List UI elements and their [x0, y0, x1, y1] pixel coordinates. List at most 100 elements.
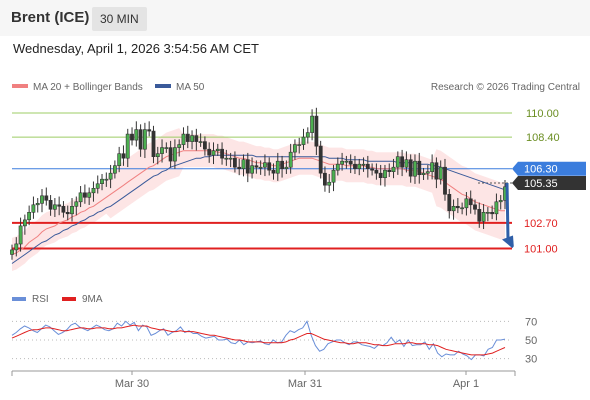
price-legend: MA 20 + Bollinger Bands MA 50 Research ©… — [12, 82, 580, 93]
candle — [198, 133, 203, 147]
candle — [27, 205, 32, 226]
time-tick-label: Mar 30 — [115, 378, 149, 390]
candle — [413, 154, 417, 184]
candle — [65, 205, 70, 221]
level-value: 110.00 — [526, 108, 559, 120]
time-tick-label: Apr 1 — [453, 378, 479, 390]
candle — [215, 143, 220, 156]
candle — [477, 202, 482, 228]
candle — [473, 199, 477, 215]
candle — [447, 189, 452, 219]
ma20-legend-swatch — [12, 84, 28, 88]
candle — [138, 124, 143, 157]
level-label-pivot: 106.30 — [512, 161, 586, 176]
candle — [383, 164, 387, 187]
candle — [211, 142, 216, 165]
chart-header: Brent (ICE) 30 MIN — [0, 0, 590, 36]
candle — [48, 195, 53, 216]
candle — [61, 201, 66, 218]
candle — [190, 130, 195, 150]
candle — [280, 155, 285, 178]
candle — [271, 163, 276, 180]
candle — [327, 173, 332, 193]
candle — [104, 172, 109, 187]
candle — [455, 198, 460, 214]
candle — [395, 151, 400, 175]
candle — [430, 154, 435, 180]
candle — [117, 146, 122, 173]
candle — [318, 140, 323, 179]
candle — [288, 143, 293, 174]
candle — [224, 149, 229, 166]
candle — [434, 157, 439, 189]
candle — [297, 137, 302, 154]
candle — [70, 198, 74, 222]
candle — [207, 142, 212, 163]
candle — [292, 139, 297, 160]
rsi-legend: RSI 9MA — [12, 294, 103, 305]
candle — [378, 164, 383, 186]
candle — [147, 121, 152, 137]
candle — [22, 214, 27, 235]
candle — [438, 160, 443, 185]
candle — [100, 173, 104, 191]
candle — [14, 237, 19, 257]
candle — [108, 164, 113, 189]
candle — [344, 155, 349, 169]
level-value: 108.40 — [526, 132, 560, 144]
candle — [387, 163, 392, 177]
candle — [185, 125, 190, 149]
candle — [173, 139, 177, 169]
candle — [151, 125, 156, 164]
candle — [130, 127, 134, 146]
candle — [44, 187, 49, 206]
candle — [31, 196, 36, 219]
candle — [155, 146, 160, 165]
candle — [400, 149, 405, 177]
ma50-line — [11, 154, 506, 264]
candle — [18, 217, 23, 252]
rsi-legend-swatch — [12, 297, 26, 301]
candle — [425, 164, 430, 180]
candle — [468, 190, 473, 214]
level-label-support: 102.70 — [512, 215, 586, 230]
candle — [168, 140, 173, 168]
level-label-resistance: 108.40 — [526, 132, 560, 144]
candle — [460, 202, 465, 215]
forecast-arrow-head — [502, 235, 514, 250]
candle — [83, 184, 87, 204]
candle — [258, 160, 263, 175]
forecast-arrow — [505, 182, 510, 240]
ma50-legend-swatch — [155, 84, 171, 88]
level-value: 105.35 — [524, 178, 558, 190]
rsi-line — [11, 320, 506, 361]
candle — [241, 154, 246, 177]
instrument-title: Brent (ICE) — [11, 9, 90, 26]
bollinger-band — [12, 128, 505, 271]
candle — [301, 128, 306, 150]
candle — [370, 163, 375, 176]
level-label-last: 105.35 — [512, 176, 586, 190]
candle — [374, 163, 379, 180]
candle — [275, 152, 280, 181]
candle — [404, 151, 409, 173]
candle — [113, 160, 117, 179]
candle — [40, 189, 44, 213]
ma9-legend-label: 9MA — [82, 294, 103, 305]
candle — [310, 109, 315, 141]
candle — [490, 205, 495, 220]
candle — [284, 160, 289, 174]
candle — [125, 128, 130, 168]
candle — [322, 166, 327, 192]
level-value: 102.70 — [524, 218, 558, 230]
candle — [254, 160, 259, 174]
candle — [87, 187, 92, 205]
timeframe-badge[interactable]: 30 MIN — [92, 7, 147, 31]
candle — [134, 121, 139, 147]
candle — [164, 142, 169, 153]
candle — [181, 127, 186, 150]
candle — [498, 195, 503, 210]
candle — [305, 127, 310, 144]
rsi-ma9-line — [11, 324, 506, 356]
